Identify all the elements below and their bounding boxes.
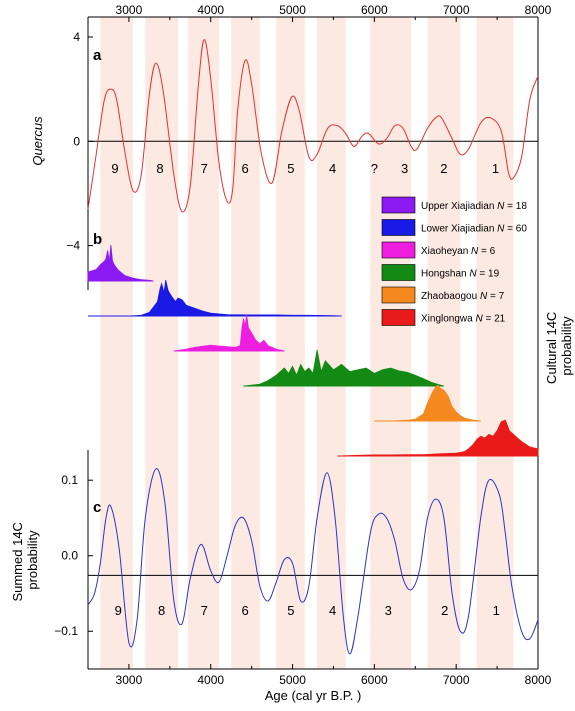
culture-legend: Upper Xiajiadian N = 18 Lower Xiajiadian … (381, 196, 527, 326)
panel-a-cycle-label: 2 (440, 161, 447, 176)
top-axis-ticks: 3000 4000 5000 6000 7000 8000 (87, 3, 552, 22)
panel-c-cycle-label: 4 (329, 603, 336, 618)
panel-c-y-tick-label: 0.0 (61, 549, 78, 563)
panel-a-y-tick-label: 0 (73, 134, 80, 148)
panel-c-cycle-label: 5 (287, 603, 294, 618)
panel-c-cycle-label: 2 (441, 603, 448, 618)
panel-a-cycle-label: 7 (201, 161, 208, 176)
distribution-zhaobaogou (374, 384, 481, 422)
top-tick-label-5000: 5000 (279, 3, 306, 17)
right-axis-label-line-1: Cultural 14C (544, 312, 559, 384)
panel-c-summed-probability: c Summed 14C probability 0.1 0.0 −0.1 9 8 7 6… (10, 468, 539, 655)
panel-c-cycle-label: 1 (493, 603, 500, 618)
panel-c-label: c (93, 499, 101, 516)
legend-swatch-lower-xiajiadian (381, 219, 416, 236)
panel-a-cycle-label: ? (371, 161, 378, 176)
panel-b-cultural-probability: b Upper Xiajiadian N = 18 Lower Xiajiadia… (87, 196, 574, 457)
top-tick-label-6000: 6000 (361, 3, 388, 17)
panel-c-y-tick-label: 0.1 (61, 473, 78, 487)
x-axis-label: Age (cal yr B.P. ) (265, 688, 362, 703)
top-axis: 3000 4000 5000 6000 7000 8000 (87, 3, 552, 22)
panel-a-cycle-label: 5 (287, 161, 294, 176)
legend-label-upper-xiajiadian: Upper Xiajiadian N = 18 (421, 201, 527, 212)
quercus-series-line (87, 39, 539, 213)
shaded-interval-8 (427, 17, 461, 669)
right-axis-label: Cultural 14C probability (544, 308, 574, 384)
panel-a-y-label: Quercus (30, 116, 45, 166)
panel-a-cycle-label: 9 (111, 161, 118, 176)
panel-c-cycle-label: 7 (201, 603, 208, 618)
legend-swatch-zhaobaogou (381, 286, 416, 304)
panel-a-y-ticks: 4 0 −4 (66, 30, 93, 253)
distribution-upper-xiajiadian (87, 244, 154, 282)
legend-label-hongshan: Hongshan N = 19 (421, 269, 500, 280)
distribution-xiaoheyan (173, 314, 285, 352)
bottom-tick-label-5000: 5000 (279, 673, 306, 687)
bottom-tick-label-8000: 8000 (525, 673, 552, 687)
panel-c-cycle-labels: 9 8 7 6 5 4 3 2 1 (115, 603, 500, 618)
panel-b-label: b (93, 231, 102, 248)
shaded-interval-5 (276, 17, 305, 669)
shaded-interval-7 (370, 17, 412, 669)
panel-c-y-label: Summed 14C probability (10, 518, 40, 601)
panel-a-cycle-label: 1 (492, 161, 499, 176)
legend-label-xiaoheyan: Xiaoheyan N = 6 (421, 246, 496, 257)
top-tick-label-3000: 3000 (116, 3, 143, 17)
panel-c-cycle-label: 6 (241, 603, 248, 618)
panel-c-y-ticks: 0.1 0.0 −0.1 (54, 473, 93, 638)
panel-a-cycle-label: 8 (156, 161, 163, 176)
panel-c-y-tick-label: −0.1 (54, 624, 78, 638)
bottom-tick-label-6000: 6000 (361, 673, 388, 687)
panel-a-label: a (93, 47, 102, 64)
panel-a-cycle-label: 4 (329, 161, 336, 176)
shaded-interval-1 (100, 17, 133, 669)
distribution-lower-xiajiadian (88, 279, 342, 317)
panel-a-cycle-label: 3 (401, 161, 408, 176)
shaded-intervals (100, 17, 514, 669)
panel-a-y-tick-label: −4 (66, 239, 80, 253)
bottom-axis-ticks: 3000 4000 5000 6000 7000 8000 (87, 664, 552, 687)
panel-c-y-label-line-1: Summed 14C (10, 522, 25, 601)
bottom-tick-label-3000: 3000 (116, 673, 143, 687)
shaded-interval-6 (317, 17, 346, 669)
distribution-xinglongwa (337, 419, 539, 457)
shaded-interval-2 (145, 17, 178, 669)
legend-label-zhaobaogou: Zhaobaogou N = 7 (421, 291, 505, 302)
top-tick-label-7000: 7000 (443, 3, 470, 17)
panel-c-y-label-line-2: probability (25, 530, 40, 590)
panel-c-cycle-label: 8 (158, 603, 165, 618)
distribution-hongshan (243, 349, 445, 387)
bottom-tick-label-7000: 7000 (443, 673, 470, 687)
summed-probability-series-line (87, 468, 539, 655)
legend-swatch-xiaoheyan (381, 241, 416, 259)
culture-distributions (87, 244, 539, 457)
panel-a-cycle-labels: 9 8 7 6 5 4? 3 2 1 (111, 161, 499, 176)
bottom-axis: 3000 4000 5000 6000 7000 8000 Age (cal yr B.P… (87, 664, 552, 703)
right-axis-label-line-2: probability (559, 316, 574, 376)
panel-a-quercus: a Quercus 4 0 −4 9 8 7 6 5 4? 3 2 1 (30, 30, 539, 253)
bottom-tick-label-4000: 4000 (197, 673, 224, 687)
shaded-interval-9 (476, 17, 514, 669)
legend-label-xinglongwa: Xinglongwa N = 21 (421, 314, 506, 325)
legend-label-lower-xiajiadian: Lower Xiajiadian N = 60 (421, 224, 527, 235)
legend-swatch-upper-xiajiadian (381, 196, 416, 214)
panel-a-y-tick-label: 4 (73, 30, 80, 44)
panel-a-cycle-label: 6 (241, 161, 248, 176)
panel-c-cycle-label: 9 (115, 603, 122, 618)
panel-c-cycle-label: 3 (385, 603, 392, 618)
legend-swatch-xinglongwa (381, 309, 416, 326)
legend-swatch-hongshan (381, 264, 416, 281)
top-tick-label-4000: 4000 (197, 3, 224, 17)
shaded-interval-3 (187, 17, 219, 669)
top-tick-label-8000: 8000 (525, 3, 552, 17)
